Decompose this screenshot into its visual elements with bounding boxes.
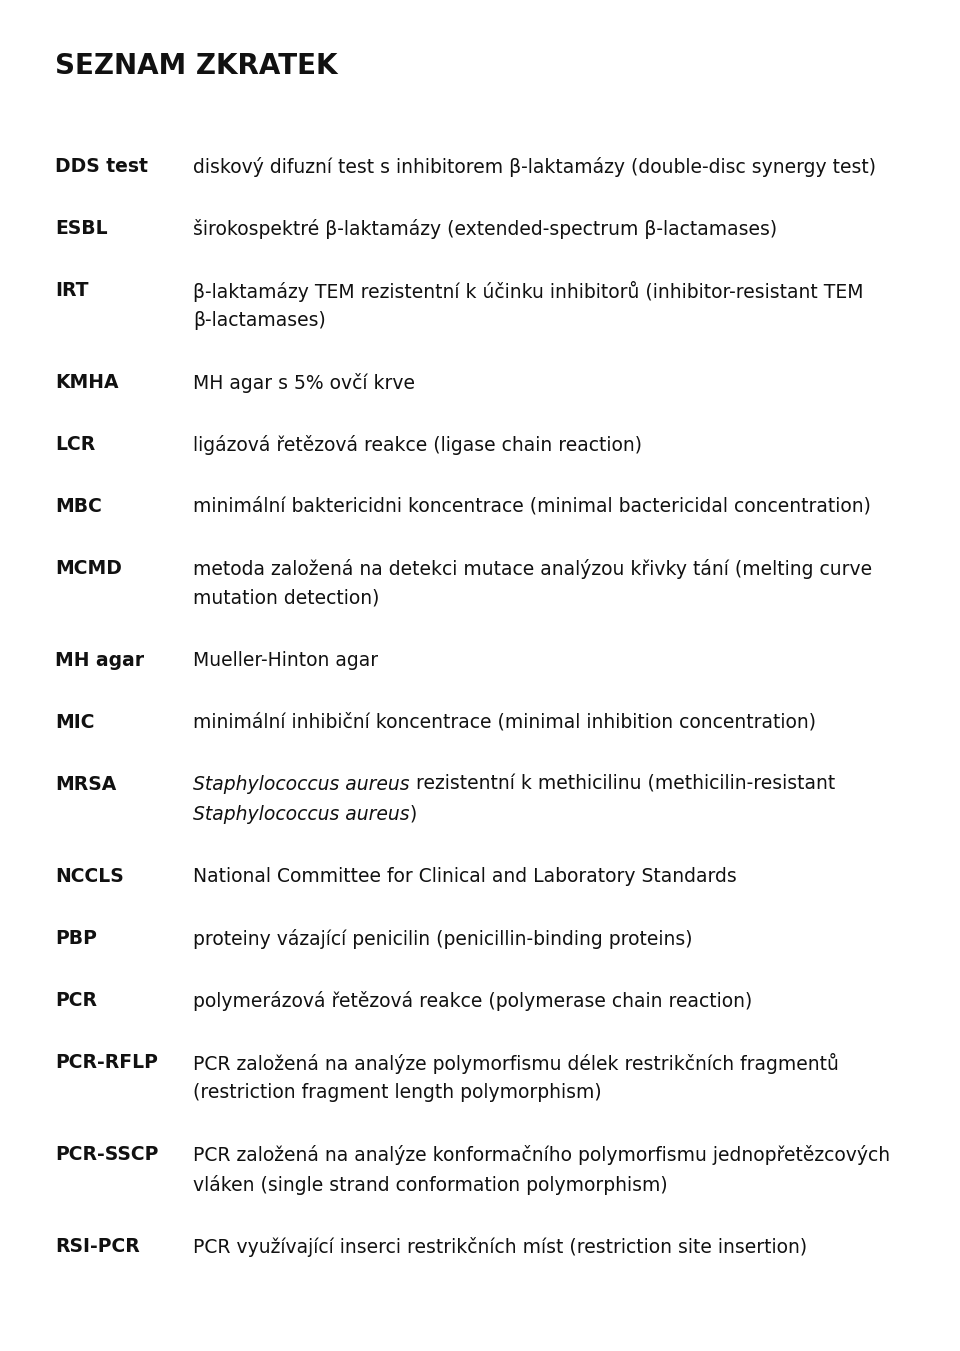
Text: (restriction fragment length polymorphism): (restriction fragment length polymorphis… — [193, 1084, 602, 1102]
Text: mutation detection): mutation detection) — [193, 589, 379, 608]
Text: polymerázová řetězová reakce (polymerase chain reaction): polymerázová řetězová reakce (polymerase… — [193, 992, 753, 1011]
Text: SEZNAM ZKRATEK: SEZNAM ZKRATEK — [55, 51, 338, 80]
Text: PCR: PCR — [55, 992, 97, 1011]
Text: rezistentní k methicilinu (methicilin-resistant: rezistentní k methicilinu (methicilin-re… — [410, 775, 835, 794]
Text: β-lactamases): β-lactamases) — [193, 311, 325, 330]
Text: PCR založená na analýze konformačního polymorfismu jednopřetězcových: PCR založená na analýze konformačního po… — [193, 1146, 890, 1165]
Text: PCR využívající inserci restrikčních míst (restriction site insertion): PCR využívající inserci restrikčních mís… — [193, 1238, 807, 1256]
Text: MH agar: MH agar — [55, 651, 144, 670]
Text: minimální inhibiční koncentrace (minimal inhibition concentration): minimální inhibiční koncentrace (minimal… — [193, 713, 816, 732]
Text: diskový difuzní test s inhibitorem β-laktamázy (double-disc synergy test): diskový difuzní test s inhibitorem β-lak… — [193, 157, 876, 177]
Text: širokospektré β-laktamázy (extended-spectrum β-lactamases): širokospektré β-laktamázy (extended-spec… — [193, 219, 778, 239]
Text: NCCLS: NCCLS — [55, 867, 124, 886]
Text: MIC: MIC — [55, 713, 94, 732]
Text: Staphylococcus aureus: Staphylococcus aureus — [193, 775, 410, 794]
Text: PCR založená na analýze polymorfismu délek restrikčních fragmentů: PCR založená na analýze polymorfismu dél… — [193, 1052, 839, 1074]
Text: PCR-SSCP: PCR-SSCP — [55, 1146, 158, 1165]
Text: ligázová řetězová reakce (ligase chain reaction): ligázová řetězová reakce (ligase chain r… — [193, 435, 642, 455]
Text: National Committee for Clinical and Laboratory Standards: National Committee for Clinical and Labo… — [193, 867, 736, 886]
Text: LCR: LCR — [55, 435, 95, 454]
Text: MBC: MBC — [55, 497, 102, 516]
Text: MCMD: MCMD — [55, 559, 122, 578]
Text: ESBL: ESBL — [55, 219, 108, 238]
Text: proteiny vázající penicilin (penicillin-binding proteins): proteiny vázající penicilin (penicillin-… — [193, 929, 692, 948]
Text: PCR-RFLP: PCR-RFLP — [55, 1052, 157, 1071]
Text: IRT: IRT — [55, 281, 88, 300]
Text: KMHA: KMHA — [55, 373, 118, 392]
Text: vláken (single strand conformation polymorphism): vláken (single strand conformation polym… — [193, 1175, 667, 1196]
Text: RSI-PCR: RSI-PCR — [55, 1238, 140, 1256]
Text: PBP: PBP — [55, 929, 97, 948]
Text: Staphylococcus aureus: Staphylococcus aureus — [193, 805, 410, 824]
Text: minimální baktericidni koncentrace (minimal bactericidal concentration): minimální baktericidni koncentrace (mini… — [193, 497, 871, 516]
Text: MH agar s 5% ovčí krve: MH agar s 5% ovčí krve — [193, 373, 415, 393]
Text: ): ) — [410, 805, 417, 824]
Text: Mueller-Hinton agar: Mueller-Hinton agar — [193, 651, 378, 670]
Text: β-laktamázy TEM rezistentní k účinku inhibitorů (inhibitor-resistant TEM: β-laktamázy TEM rezistentní k účinku inh… — [193, 281, 863, 303]
Text: MRSA: MRSA — [55, 775, 116, 794]
Text: metoda založená na detekci mutace analýzou křivky tání (melting curve: metoda založená na detekci mutace analýz… — [193, 559, 872, 580]
Text: DDS test: DDS test — [55, 157, 148, 176]
